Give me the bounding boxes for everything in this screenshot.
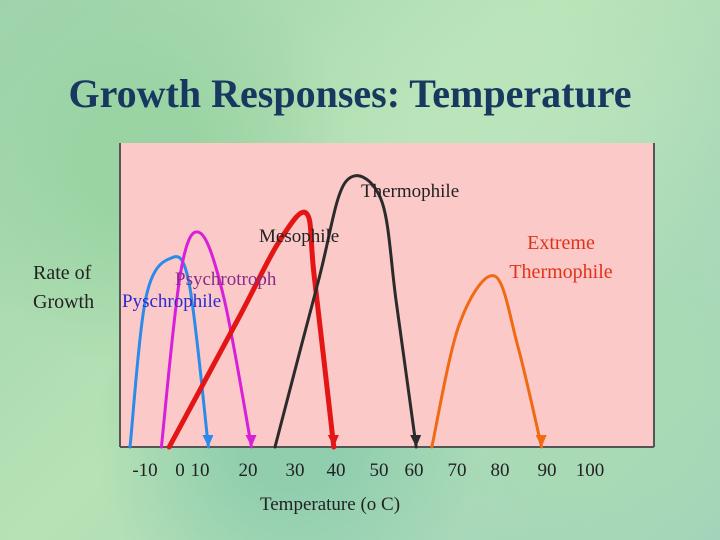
series-label-psychrotroph-line-1: Psychrotroph	[175, 269, 277, 290]
x-tick-label-80: 80	[491, 460, 510, 481]
y-axis-label-line-1: Rate of	[33, 262, 92, 284]
series-label-mesophile-line-1: Mesophile	[259, 226, 339, 247]
series-label-pyschrophile-line-1: Pyschrophile	[122, 291, 221, 312]
curve-mesophile	[166, 209, 337, 450]
slide-title: Growth Responses: Temperature	[68, 71, 632, 116]
curve-end-arrow-mesophile	[327, 435, 339, 447]
series-label-extreme-thermophile-line-1: Extreme	[527, 232, 595, 254]
x-tick-label-30: 30	[286, 460, 305, 481]
x-tick-label-90: 90	[538, 460, 557, 481]
x-tick-label-60: 60	[405, 460, 424, 481]
x-axis-label: Temperature (o C)	[260, 494, 400, 515]
plot-background	[120, 143, 654, 447]
x-tick-label-50: 50	[370, 460, 389, 481]
curve-layer	[128, 174, 547, 450]
curve-pyschrophile	[128, 255, 210, 449]
curve-end-arrow-pyschrophile	[202, 435, 214, 447]
curve-end-arrow-extreme-thermophile	[535, 435, 547, 447]
x-tick-label-10: -10	[132, 460, 157, 481]
curve-end-arrow-psychrotroph	[245, 435, 257, 447]
series-label-extreme-thermophile-line-2: Thermophile	[509, 261, 612, 283]
curve-thermophile	[273, 174, 418, 449]
y-axis-label-line-2: Growth	[33, 291, 94, 313]
curve-extreme-thermophile	[430, 274, 544, 449]
curve-psychrotroph	[159, 230, 253, 449]
series-label-thermophile-line-1: Thermophile	[361, 181, 459, 202]
x-tick-label-20: 20	[239, 460, 258, 481]
x-tick-label-10: 10	[191, 460, 210, 481]
x-tick-label-0: 0	[175, 460, 185, 481]
x-tick-label-70: 70	[448, 460, 467, 481]
curve-end-arrow-thermophile	[410, 435, 422, 447]
x-tick-label-40: 40	[327, 460, 346, 481]
x-tick-label-100: 100	[576, 460, 605, 481]
